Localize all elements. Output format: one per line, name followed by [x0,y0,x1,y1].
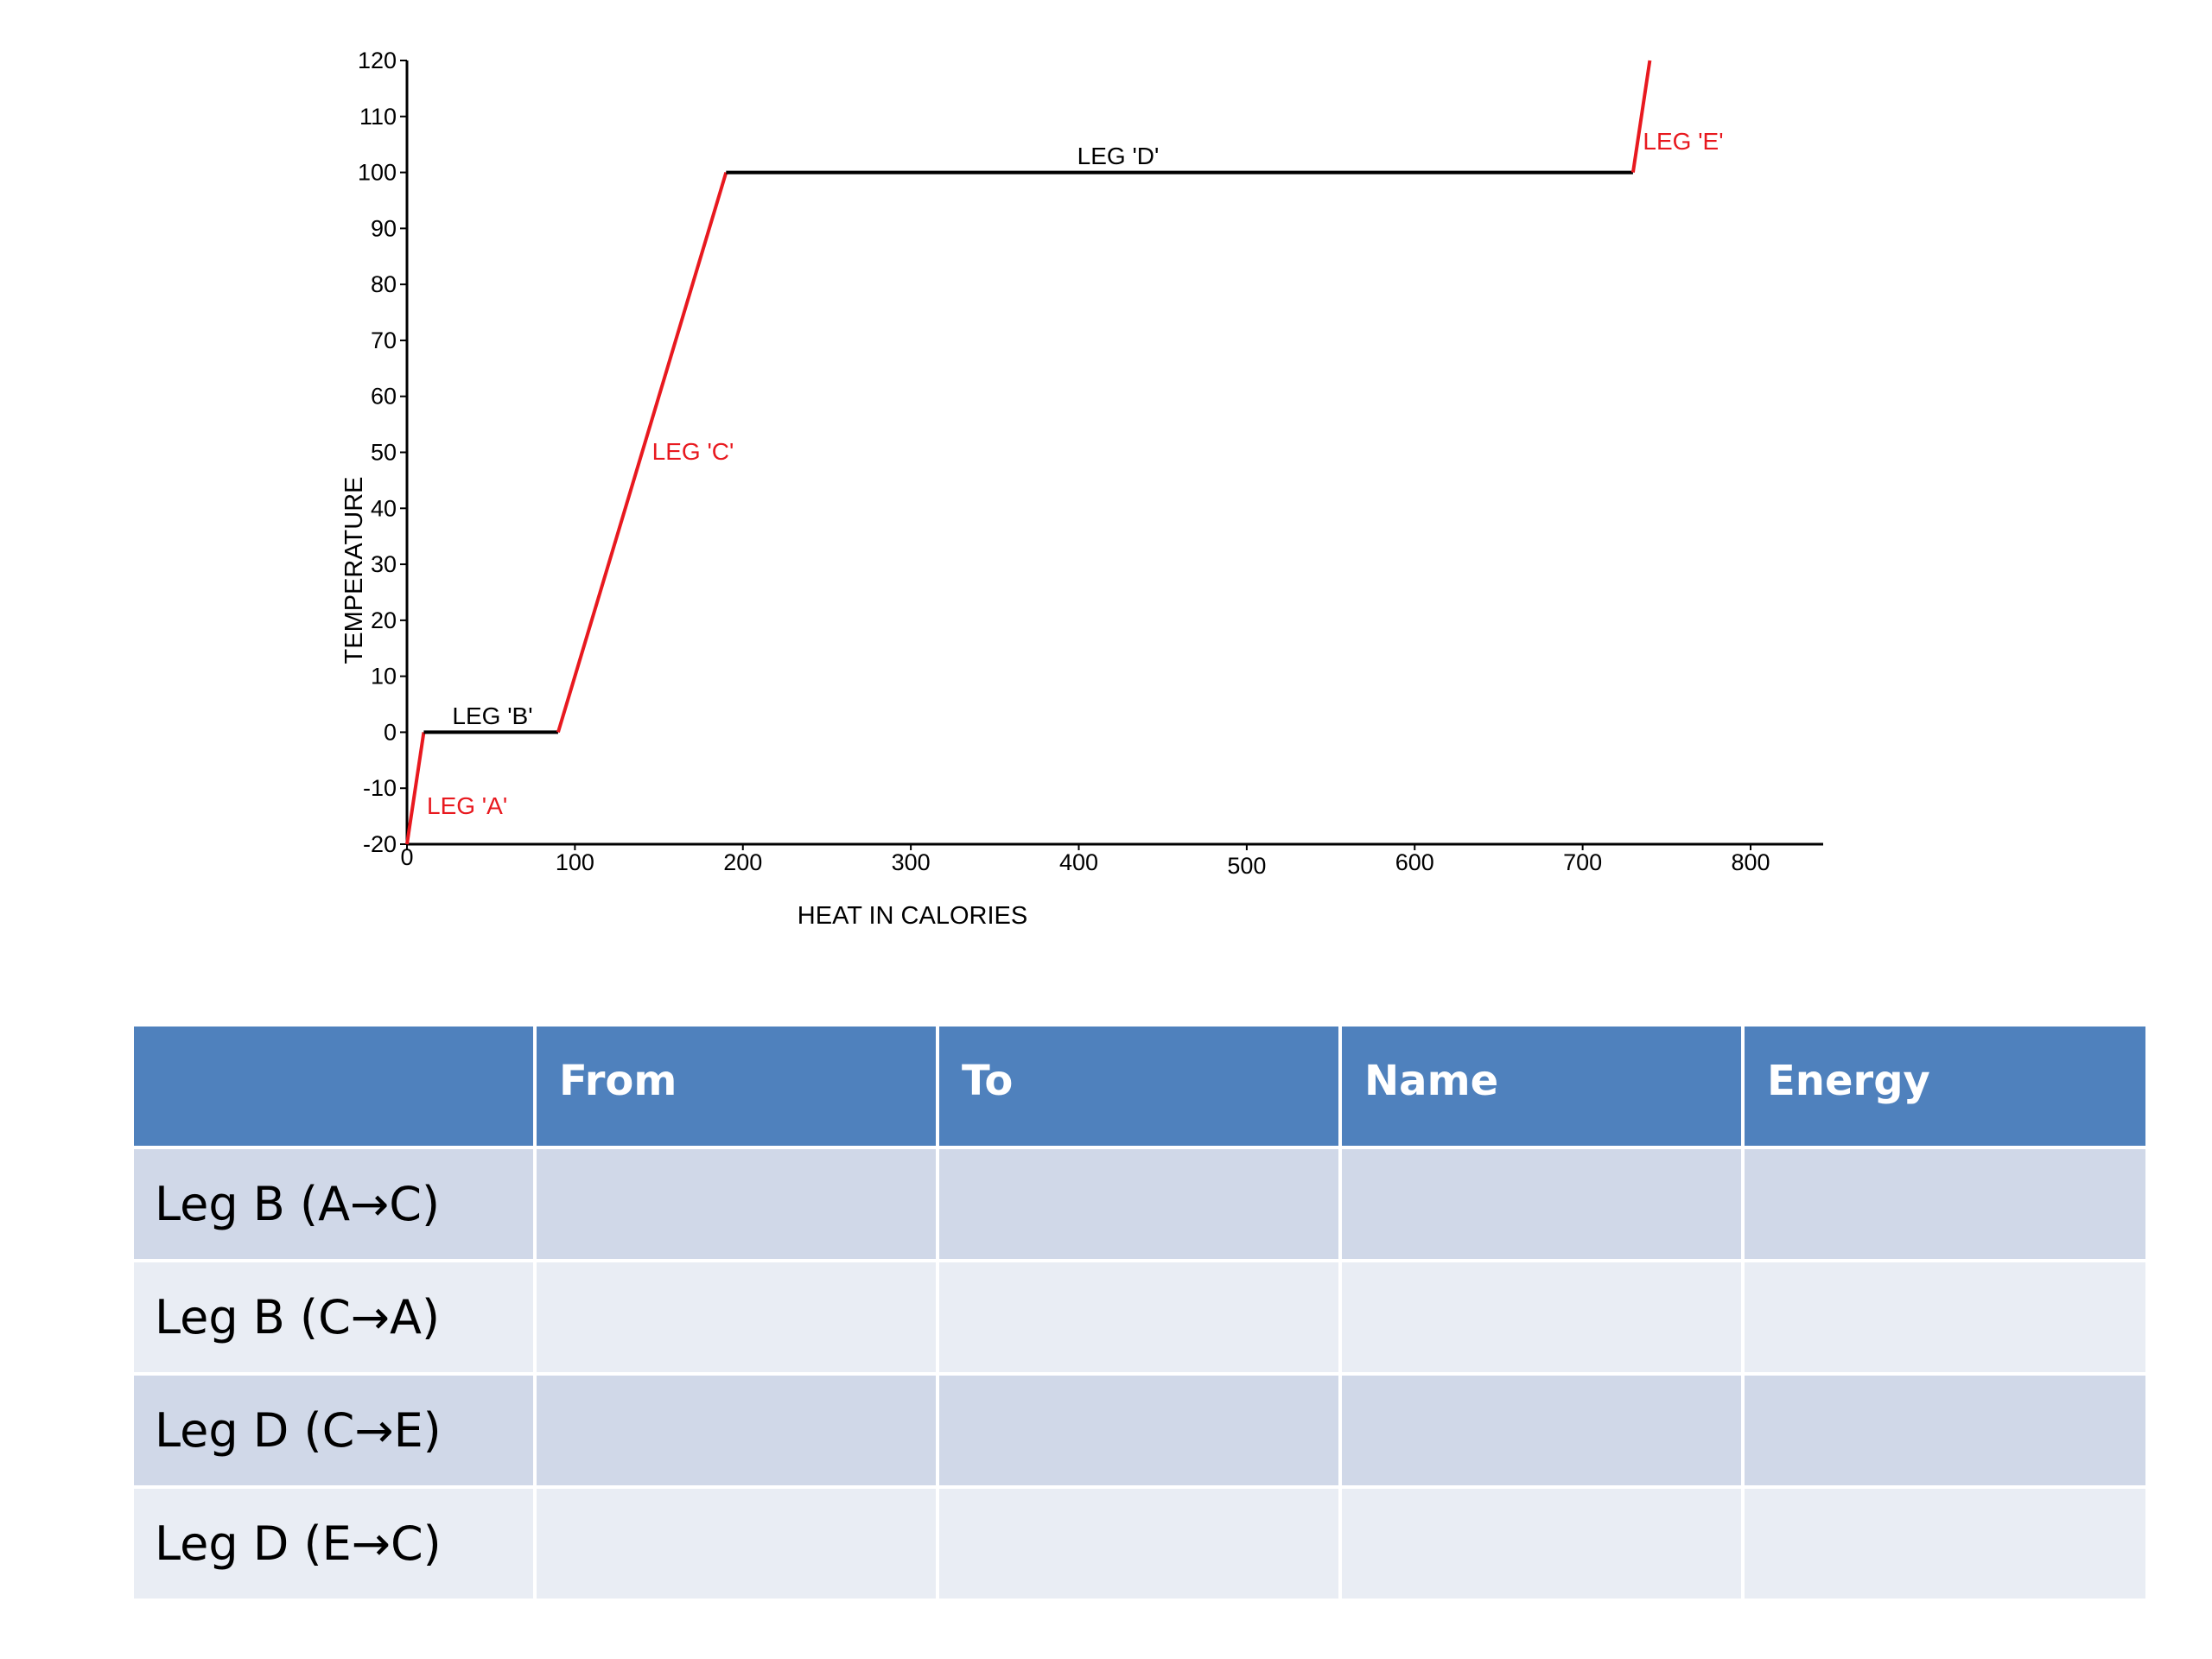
from-cell[interactable] [533,1146,939,1262]
y-tick-label: 90 [371,215,397,241]
to-cell[interactable] [936,1146,1342,1262]
x-axis-ticks: 0 100 200 300 400 500 600 700 800 [400,844,1770,879]
from-cell[interactable] [533,1485,939,1602]
y-tick-label: 120 [358,48,397,73]
row-label: Leg D (C→E) [130,1372,537,1489]
y-tick-label: 50 [371,440,397,466]
table-row: Leg D (E→C) [130,1485,2149,1602]
leg-label: LEG 'A' [427,792,507,819]
curve-segments [405,60,1652,845]
y-tick-label: 110 [359,104,397,130]
row-label: Leg B (A→C) [130,1146,537,1262]
to-cell[interactable] [936,1259,1342,1376]
curve-segment [405,732,426,845]
table-row: Leg B (C→A) [130,1259,2149,1376]
y-tick-label: 30 [371,551,397,577]
y-tick-label: 60 [371,384,397,410]
x-tick-label: 800 [1731,849,1770,875]
x-tick-label: 300 [892,849,931,875]
leg-labels: LEG 'A' LEG 'B' LEG 'C' LEG 'D' LEG 'E' [427,128,1724,819]
x-tick-label: 0 [400,844,413,870]
name-cell[interactable] [1338,1259,1745,1376]
legs-table: From To Name Energy Leg B (A→C) Leg B (C… [130,1023,2149,1602]
header-cell-from: From [533,1023,939,1149]
energy-cell[interactable] [1741,1146,2149,1262]
energy-cell[interactable] [1741,1372,2149,1489]
y-tick-label: 10 [371,664,397,690]
curve-segment [1630,60,1652,173]
table-row: Leg D (C→E) [130,1372,2149,1489]
from-cell[interactable] [533,1259,939,1376]
x-tick-label: 700 [1563,849,1602,875]
header-cell-name: Name [1338,1023,1745,1149]
heating-curve-chart: -20 -10 0 10 20 30 40 50 60 70 80 90 100 110 120 0 100 2… [340,48,1823,930]
y-tick-label: 80 [371,271,397,297]
energy-cell[interactable] [1741,1259,2149,1376]
name-cell[interactable] [1338,1146,1745,1262]
y-tick-label: 100 [358,160,397,186]
name-cell[interactable] [1338,1372,1745,1489]
leg-label: LEG 'B' [452,702,532,729]
energy-cell[interactable] [1741,1485,2149,1602]
x-tick-label: 500 [1227,853,1266,879]
y-tick-label: 70 [371,327,397,353]
row-label: Leg B (C→A) [130,1259,537,1376]
y-tick-label: -20 [363,831,397,857]
x-tick-label: 600 [1395,849,1434,875]
x-tick-label: 400 [1059,849,1098,875]
y-tick-label: 20 [371,607,397,633]
y-tick-label: 40 [371,495,397,521]
leg-label: LEG 'E' [1643,128,1723,155]
leg-label: LEG 'C' [652,438,734,465]
y-tick-label: -10 [363,775,397,801]
to-cell[interactable] [936,1485,1342,1602]
x-tick-label: 100 [556,849,594,875]
curve-segment [556,171,728,734]
table-header-row: From To Name Energy [130,1023,2149,1149]
y-tick-label: 0 [384,719,397,745]
x-tick-label: 200 [723,849,762,875]
header-cell-energy: Energy [1741,1023,2149,1149]
name-cell[interactable] [1338,1485,1745,1602]
leg-label: LEG 'D' [1077,143,1160,169]
x-axis-title: HEAT IN CALORIES [798,902,1027,930]
header-cell-to: To [936,1023,1342,1149]
y-axis-title: TEMPERATURE [340,477,368,664]
row-label: Leg D (E→C) [130,1485,537,1602]
header-cell-empty [130,1023,537,1149]
from-cell[interactable] [533,1372,939,1489]
to-cell[interactable] [936,1372,1342,1489]
y-axis-ticks: -20 -10 0 10 20 30 40 50 60 70 80 90 100 110 120 [358,48,407,857]
table-row: Leg B (A→C) [130,1146,2149,1262]
